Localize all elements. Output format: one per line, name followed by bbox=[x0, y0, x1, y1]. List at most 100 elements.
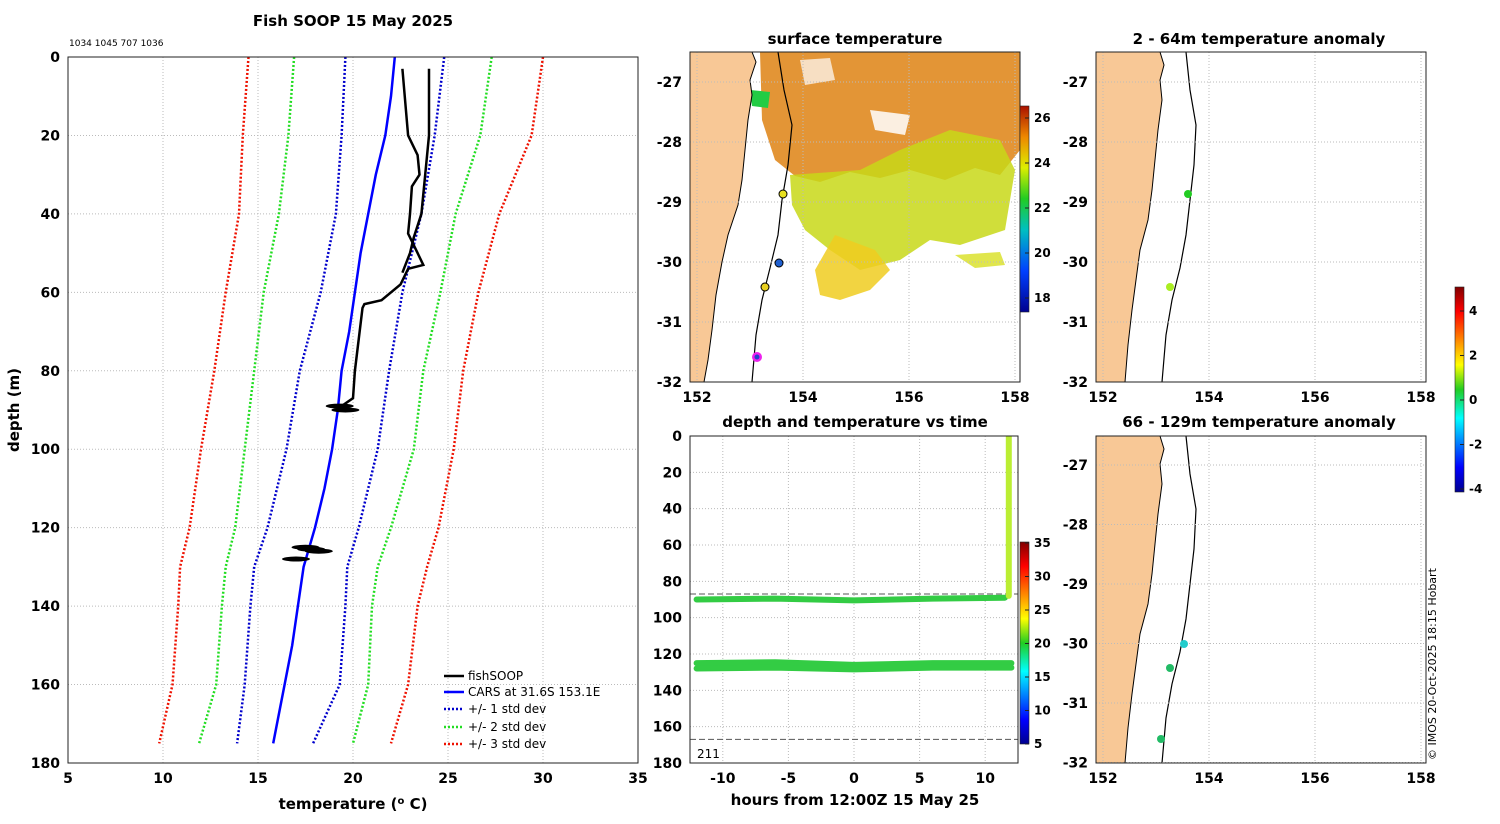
profile-title: Fish SOOP 15 May 2025 bbox=[253, 12, 453, 30]
y-tick-label: 140 bbox=[31, 599, 60, 615]
lon-tick-label: 158 bbox=[1406, 390, 1435, 406]
australia-land bbox=[1095, 435, 1165, 764]
lon-tick-label: 152 bbox=[1088, 390, 1117, 406]
anomaly-top-ticks: 152 154 156 158 -27 -28 -29 -30 -31 -32 bbox=[1063, 75, 1436, 406]
lat-tick-label: -32 bbox=[657, 375, 682, 391]
anomaly-marker bbox=[1166, 283, 1174, 291]
y-tick-label: 140 bbox=[653, 683, 682, 699]
lon-tick-label: 154 bbox=[1194, 390, 1223, 406]
profile-series-line bbox=[271, 57, 397, 744]
colorbar-tick-label: 18 bbox=[1034, 291, 1051, 305]
colorbar-tick-label: 0 bbox=[1469, 393, 1477, 407]
lat-tick-label: -30 bbox=[657, 255, 683, 271]
colorbar-tick-label: 2 bbox=[1469, 349, 1477, 363]
x-tick-label: 10 bbox=[975, 771, 995, 787]
y-tick-label: 160 bbox=[31, 678, 60, 694]
profile-panel: Fish SOOP 15 May 2025 1034 1045 707 1036… bbox=[5, 12, 648, 813]
colorbar-tick-label: 26 bbox=[1034, 111, 1051, 125]
legend-std1: +/- 1 std dev bbox=[468, 702, 546, 716]
lat-tick-label: -27 bbox=[1063, 458, 1088, 474]
legend-fish: fishSOOP bbox=[468, 669, 523, 683]
shelf-contour bbox=[1161, 435, 1197, 764]
timeseries-title: depth and temperature vs time bbox=[722, 413, 988, 431]
anomaly-colorbar-group: 4 2 0 -2 -4 bbox=[1454, 286, 1482, 496]
lat-tick-label: -30 bbox=[1063, 255, 1089, 271]
lat-tick-label: -32 bbox=[1063, 375, 1088, 391]
sst-mid-region bbox=[790, 130, 1015, 270]
anomaly-marker bbox=[1180, 640, 1188, 648]
lat-tick-label: -32 bbox=[1063, 756, 1088, 772]
anomaly-top-title: 2 - 64m temperature anomaly bbox=[1133, 30, 1386, 48]
timeseries-trace bbox=[693, 594, 1008, 604]
sst-cloud-gap-2 bbox=[800, 58, 835, 85]
timeseries-xlabel: hours from 12:00Z 15 May 25 bbox=[731, 791, 980, 809]
y-tick-label: 20 bbox=[41, 128, 61, 144]
x-tick-label: 5 bbox=[915, 771, 925, 787]
anomaly-marker bbox=[1166, 664, 1174, 672]
lon-tick-label: 152 bbox=[682, 390, 711, 406]
anomaly-colorbar-ticks: 4 2 0 -2 -4 bbox=[1460, 304, 1482, 496]
profile-ticks: 5 10 15 20 25 30 35 0 20 40 60 80 100 120 140 160 180 bbox=[31, 50, 648, 787]
anomaly-colorbar bbox=[1454, 286, 1465, 493]
x-tick-label: 20 bbox=[343, 771, 363, 787]
profile-legend: fishSOOP CARS at 31.6S 153.1E +/- 1 std … bbox=[444, 669, 600, 751]
sst-colorbar bbox=[1019, 105, 1030, 313]
credit-text: © IMOS 20-Oct-2025 18:15 Hobart bbox=[1426, 567, 1439, 760]
lon-tick-label: 154 bbox=[1194, 771, 1223, 787]
timeseries-axes-box bbox=[689, 435, 1019, 764]
profile-series-line bbox=[311, 57, 446, 744]
profile-series-line bbox=[389, 57, 545, 744]
lon-tick-label: 156 bbox=[1300, 771, 1329, 787]
colorbar-tick-label: 20 bbox=[1034, 246, 1051, 260]
y-tick-label: 100 bbox=[31, 442, 60, 458]
y-tick-label: 80 bbox=[663, 574, 683, 590]
lon-tick-label: 158 bbox=[1406, 771, 1435, 787]
y-tick-label: 60 bbox=[41, 285, 61, 301]
y-tick-label: 80 bbox=[41, 364, 61, 380]
lat-tick-label: -30 bbox=[1063, 637, 1089, 653]
timeseries-panel: depth and temperature vs time -10 -5 0 5 100… bbox=[653, 413, 1051, 809]
colorbar-tick-label: -4 bbox=[1469, 482, 1482, 496]
anomaly-top-grid bbox=[1096, 52, 1426, 383]
legend-std2: +/- 2 std dev bbox=[468, 720, 546, 734]
y-tick-label: 100 bbox=[653, 611, 682, 627]
anomaly-bottom-ticks: 152 154 156 158 -27 -28 -29 -30 -31 -32 bbox=[1063, 458, 1436, 787]
lat-tick-label: -31 bbox=[1063, 315, 1088, 331]
y-tick-label: 40 bbox=[41, 207, 61, 223]
profile-ids: 1034 1045 707 1036 bbox=[69, 39, 164, 49]
timeseries-colorbar-ticks: 35 30 25 20 15 10 5 bbox=[1025, 536, 1051, 751]
lat-tick-label: -31 bbox=[657, 315, 682, 331]
surface-map-ticks: 152 154 156 158 -27 -28 -29 -30 -31 -32 bbox=[657, 75, 1030, 406]
y-tick-label: 120 bbox=[653, 647, 682, 663]
colorbar-tick-label: -2 bbox=[1469, 438, 1482, 452]
anomaly-marker bbox=[1184, 190, 1192, 198]
y-tick-label: 60 bbox=[663, 538, 683, 554]
lon-tick-label: 158 bbox=[1000, 390, 1029, 406]
colorbar-tick-label: 20 bbox=[1034, 637, 1051, 651]
x-tick-label: -5 bbox=[781, 771, 797, 787]
legend-cars: CARS at 31.6S 153.1E bbox=[468, 685, 600, 699]
x-tick-label: 35 bbox=[628, 771, 647, 787]
lon-tick-label: 152 bbox=[1088, 771, 1117, 787]
sst-colorbar-ticks: 26 24 22 20 18 bbox=[1025, 111, 1051, 305]
profile-series-line bbox=[235, 57, 347, 744]
anomaly-bottom-title: 66 - 129m temperature anomaly bbox=[1122, 413, 1396, 431]
fish-data-cluster bbox=[304, 548, 333, 554]
profile-series-line bbox=[197, 57, 296, 744]
timeseries-data bbox=[690, 436, 1018, 740]
sst-south-region bbox=[815, 235, 890, 300]
x-tick-label: -10 bbox=[710, 771, 736, 787]
shelf-contour bbox=[751, 51, 793, 383]
current-position-center bbox=[754, 354, 760, 360]
profile-series-line bbox=[157, 57, 250, 744]
sst-coastal-green bbox=[750, 90, 770, 108]
station-marker bbox=[778, 189, 788, 199]
colorbar-tick-label: 22 bbox=[1034, 201, 1051, 215]
profile-series-line bbox=[339, 68, 426, 411]
anomaly-bottom-box bbox=[1095, 435, 1427, 764]
y-tick-label: 20 bbox=[663, 465, 683, 481]
colorbar-tick-label: 4 bbox=[1469, 304, 1477, 318]
surface-temp-title: surface temperature bbox=[768, 30, 943, 48]
y-tick-label: 160 bbox=[653, 720, 682, 736]
